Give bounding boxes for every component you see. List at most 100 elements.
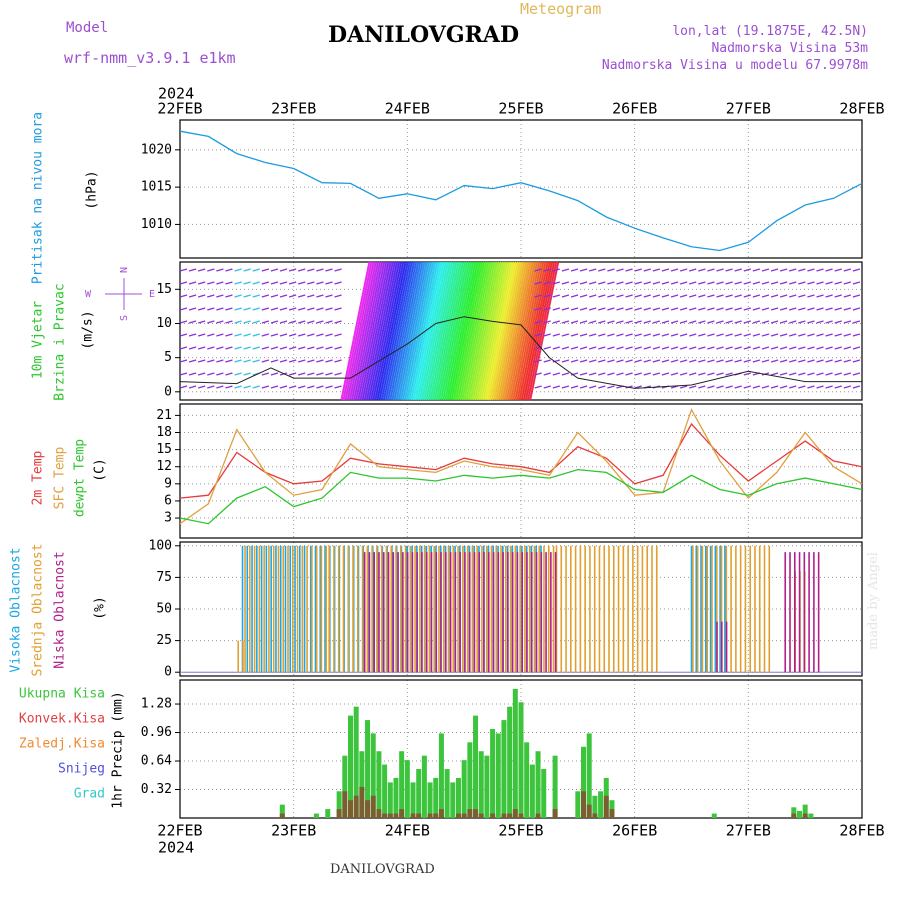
wind-barb xyxy=(527,261,558,401)
wind-barb xyxy=(679,346,688,350)
wind-barb xyxy=(570,294,579,298)
wind-barb xyxy=(616,268,624,272)
precip-total-bar xyxy=(711,813,717,818)
wind-barb xyxy=(698,320,706,324)
wind-barb xyxy=(457,261,488,401)
wind-barb xyxy=(807,372,815,376)
precip-total-bar xyxy=(512,688,518,818)
wind-barb xyxy=(298,346,306,350)
wind-barb xyxy=(598,372,606,376)
wind-barb xyxy=(270,385,279,389)
precip-label: Snijeg xyxy=(58,762,105,777)
wind-barb xyxy=(316,320,324,324)
wind-barb xyxy=(589,307,597,311)
wind-barb xyxy=(234,385,242,389)
wind-barb xyxy=(425,261,456,401)
wind-barb xyxy=(216,281,224,285)
precip-conv-bar xyxy=(353,795,359,818)
wind-barb xyxy=(307,372,315,376)
wind-barb xyxy=(761,359,770,363)
wind-barb xyxy=(752,268,761,272)
wind-barb xyxy=(270,346,279,350)
wind-barb xyxy=(225,385,233,389)
wind-barb xyxy=(348,261,379,401)
wind-barb xyxy=(816,333,824,337)
wind-barb xyxy=(698,281,706,285)
cloud-unit: (%) xyxy=(93,596,108,619)
ytick-label: 21 xyxy=(156,408,172,423)
precip-total-bar xyxy=(478,751,484,818)
compass-w: W xyxy=(85,289,92,300)
wind-barb xyxy=(288,385,297,389)
wind-barb xyxy=(243,333,251,337)
precip-total-bar xyxy=(450,782,456,818)
wind-barb xyxy=(397,261,428,401)
precip-conv-bar xyxy=(535,813,541,818)
wind-barb xyxy=(252,268,260,272)
panel-frame xyxy=(179,119,863,259)
wind-barb xyxy=(288,294,297,298)
wind-barb xyxy=(843,333,851,337)
wind-barb xyxy=(234,307,242,311)
wind-barb xyxy=(252,346,260,350)
wind-barb xyxy=(852,281,861,285)
wind-barb xyxy=(816,385,824,389)
wind-barb xyxy=(598,307,606,311)
wind-barb xyxy=(334,294,342,298)
wind-barb xyxy=(852,294,861,298)
wind-barb xyxy=(243,372,251,376)
wind-barb xyxy=(365,261,396,401)
precip-conv-bar xyxy=(461,813,467,818)
wind-barb xyxy=(834,281,842,285)
wind-barb xyxy=(670,359,679,363)
wind-barb xyxy=(261,294,270,298)
temp-series-line xyxy=(179,422,863,499)
wind-barb xyxy=(570,333,579,337)
precip-conv-bar xyxy=(427,813,433,818)
wind-barb xyxy=(570,372,579,376)
wind-barb xyxy=(252,320,260,324)
wind-barb xyxy=(534,268,542,272)
wind-barb xyxy=(825,372,833,376)
xaxis-bottom-label: 28FEB xyxy=(839,822,884,840)
wind-barb xyxy=(734,333,742,337)
wind-barb xyxy=(761,281,770,285)
wind-barb xyxy=(707,385,715,389)
wind-barb xyxy=(207,320,215,324)
wind-barb xyxy=(752,359,761,363)
wind-barb xyxy=(670,268,679,272)
wind-barb xyxy=(689,320,697,324)
wind-barb xyxy=(444,261,475,401)
wind-barb xyxy=(543,307,551,311)
wind-barb xyxy=(598,385,606,389)
precip-conv-bar xyxy=(603,795,609,818)
precip-total-bar xyxy=(552,755,558,818)
wind-barb xyxy=(225,359,233,363)
wind-barb xyxy=(243,268,251,272)
wind-barb xyxy=(716,281,724,285)
wind-barb xyxy=(216,307,224,311)
wind-barb xyxy=(298,385,306,389)
wind-barb xyxy=(207,359,215,363)
wind-barb xyxy=(416,261,447,401)
wind-barb xyxy=(734,359,742,363)
wind-barb xyxy=(652,307,661,311)
precip-conv-bar xyxy=(376,809,382,818)
wind-barb xyxy=(543,385,551,389)
precip-total-bar xyxy=(370,733,376,818)
wind-barb xyxy=(852,320,861,324)
wind-barb xyxy=(816,294,824,298)
precip-conv-bar xyxy=(501,813,507,818)
wind-barb xyxy=(188,333,197,337)
wind-barb xyxy=(634,333,642,337)
wind-barb xyxy=(325,281,333,285)
wind-barb xyxy=(761,346,770,350)
wind-barb xyxy=(625,281,633,285)
wind-barb xyxy=(188,346,197,350)
wind-barb xyxy=(598,333,606,337)
wind-barb xyxy=(634,307,642,311)
precip-conv-bar xyxy=(348,800,353,818)
wind-barb xyxy=(316,372,324,376)
wind-barb xyxy=(616,281,624,285)
wind-barb xyxy=(779,372,788,376)
